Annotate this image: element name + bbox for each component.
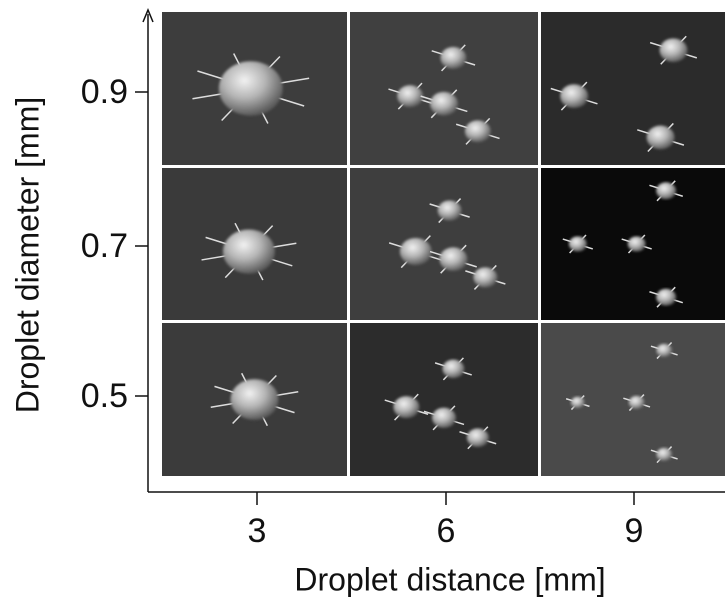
x-axis-label: Droplet distance [mm] [294, 561, 605, 597]
droplet [440, 46, 467, 69]
droplet [656, 182, 677, 200]
x-tick-label: 6 [437, 512, 456, 550]
droplet [656, 343, 673, 358]
droplet [464, 120, 491, 143]
y-axis-label: Droplet diameter [mm] [9, 97, 45, 414]
droplet [570, 396, 585, 409]
droplet [432, 407, 456, 429]
droplet [393, 396, 420, 419]
droplet [222, 229, 275, 274]
droplet [430, 91, 458, 116]
y-tick-label: 0.5 [81, 377, 128, 415]
droplet [466, 428, 489, 448]
y-tick-label: 0.7 [81, 227, 128, 265]
droplet [568, 236, 587, 252]
droplet [473, 267, 498, 288]
droplet [437, 200, 462, 221]
droplet [646, 125, 675, 150]
droplet [442, 359, 465, 379]
photo [350, 12, 538, 165]
droplet [656, 288, 677, 306]
droplet [230, 379, 279, 420]
photo-grid [162, 12, 725, 476]
droplet [659, 38, 688, 63]
photo [350, 323, 538, 476]
droplet [628, 395, 645, 410]
droplet [399, 238, 432, 266]
y-tick-label: 0.9 [81, 73, 128, 111]
droplet [560, 84, 589, 109]
droplet [656, 447, 673, 462]
droplet [218, 61, 283, 116]
droplet [397, 85, 424, 108]
photo [350, 168, 538, 320]
droplet [439, 247, 468, 272]
x-tick-label: 9 [625, 512, 644, 550]
y-axis-arrow [142, 8, 154, 23]
droplet [627, 236, 646, 252]
x-tick-label: 3 [248, 512, 267, 550]
